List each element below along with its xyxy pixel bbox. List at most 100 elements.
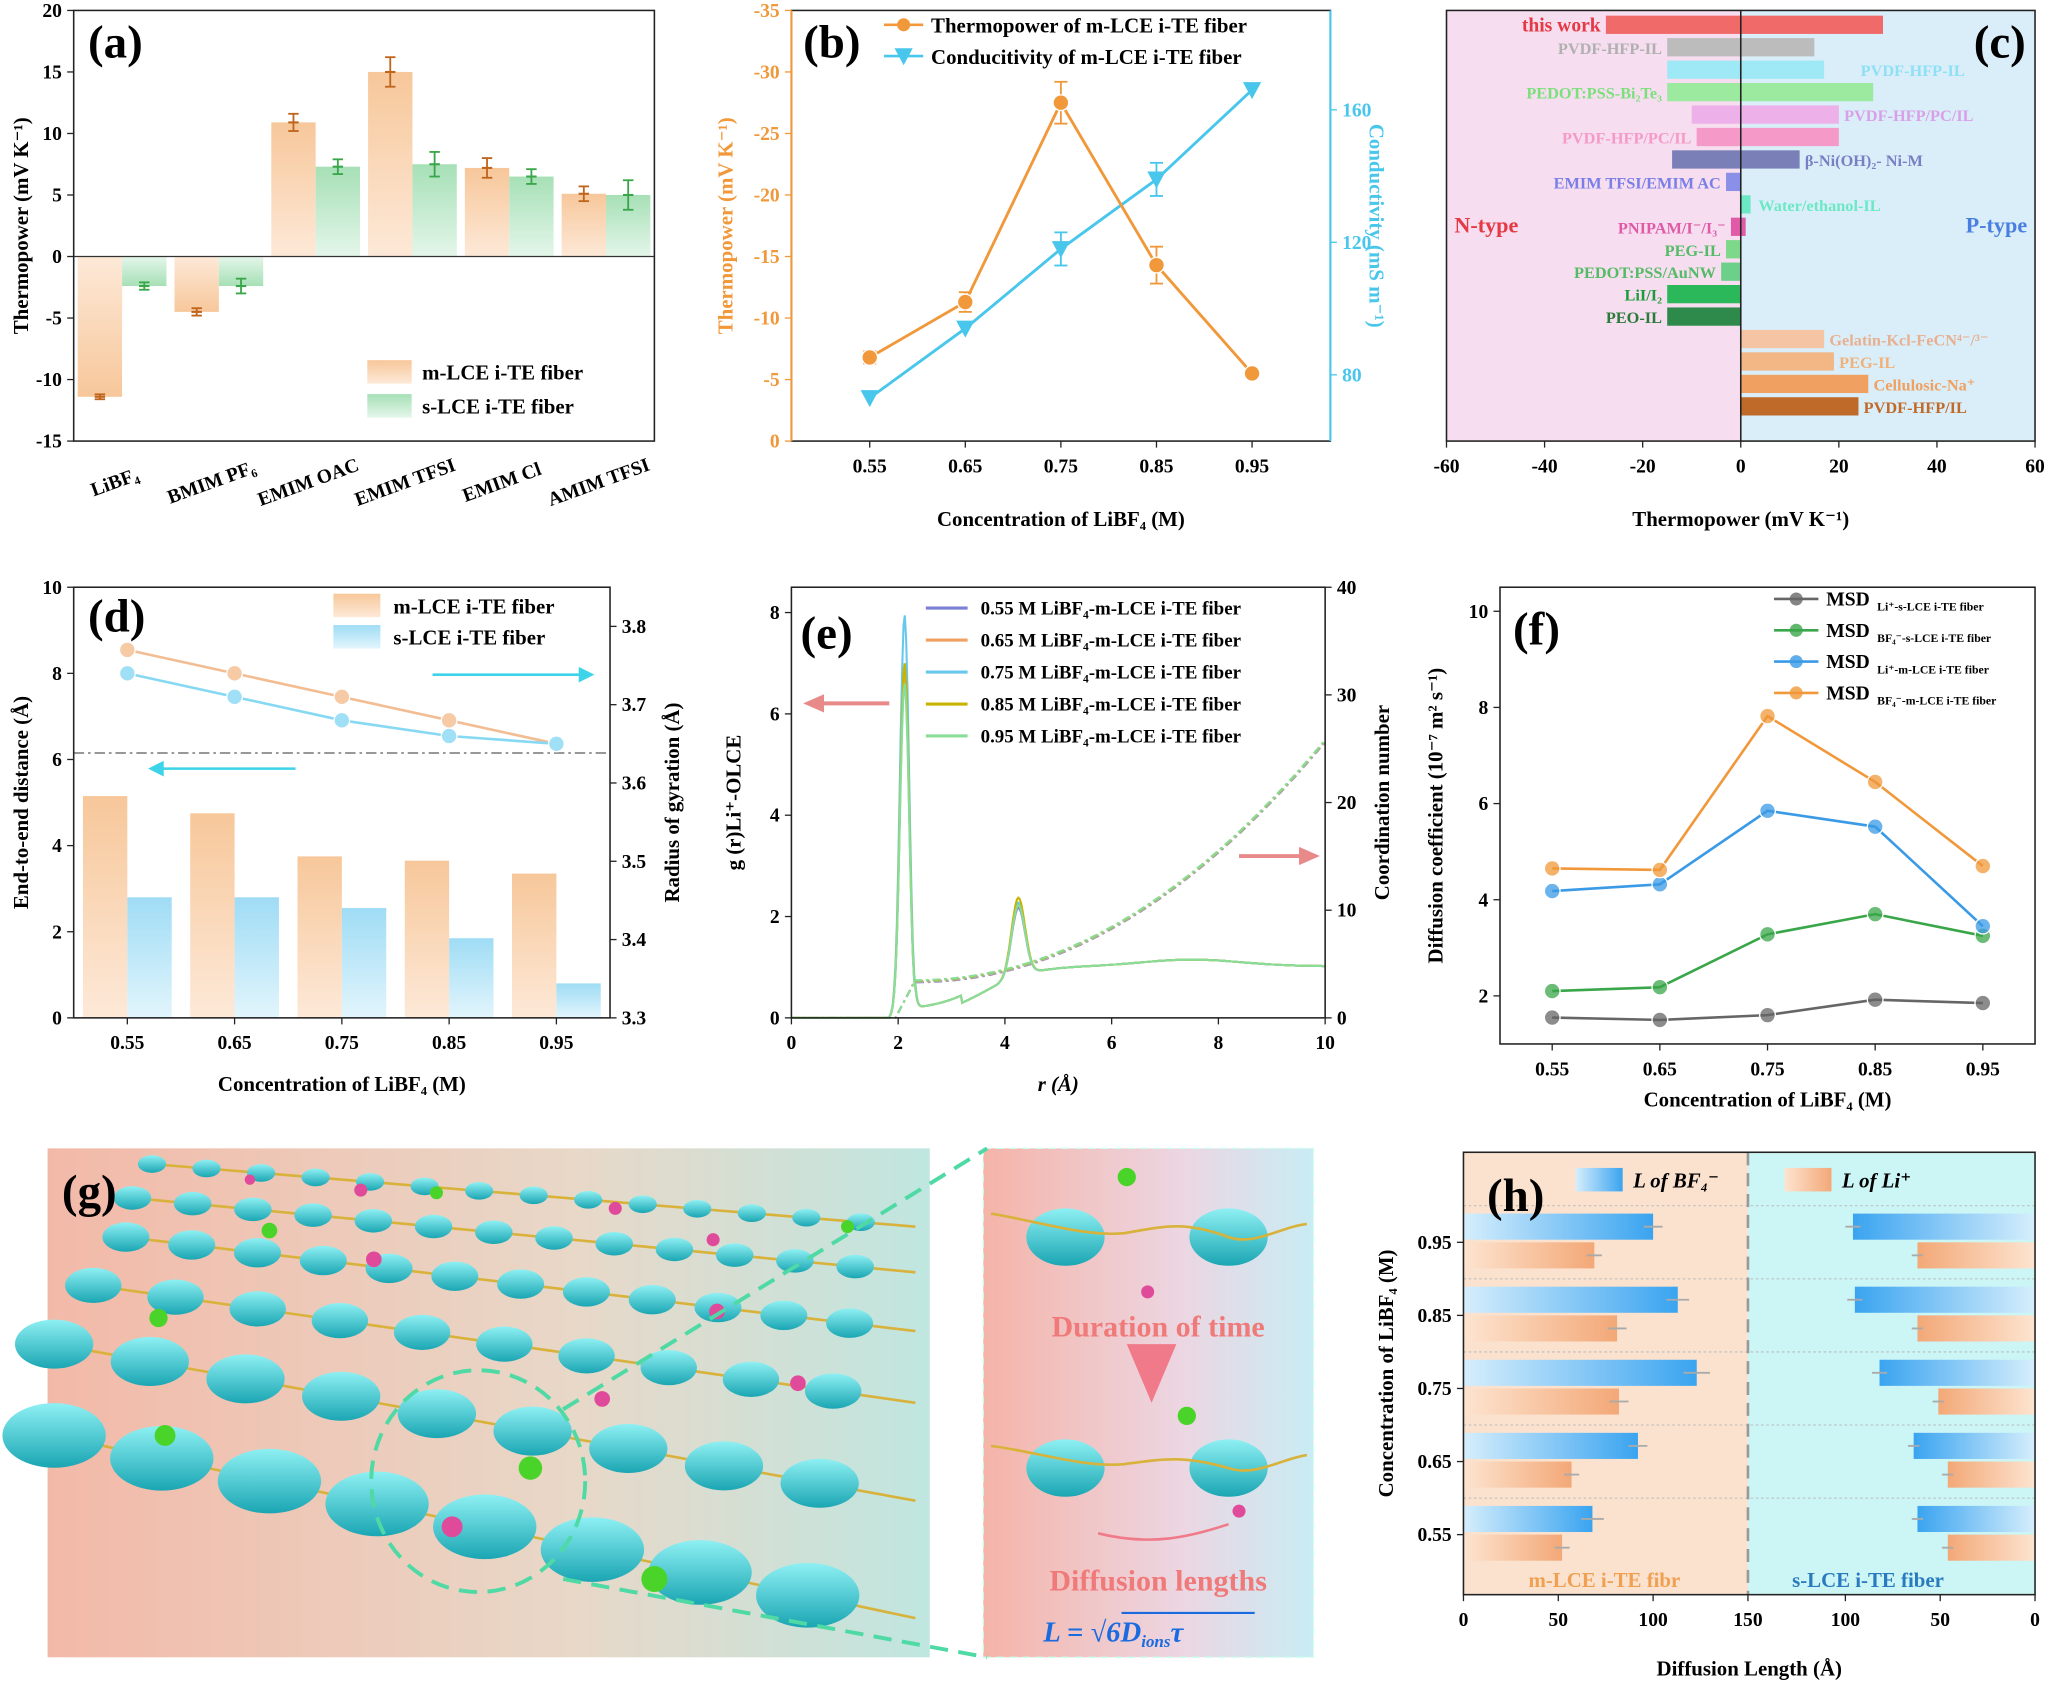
bar-h-m-li-0	[1463, 1242, 1595, 1269]
y2tick-d: 3.5	[622, 852, 647, 873]
legend-label-d-s: s-LCE i-TE fiber	[393, 626, 545, 650]
chain-bead-2-7	[562, 1277, 610, 1307]
ytick-d: 8	[52, 664, 62, 685]
legend-label-f-1: MSD	[1826, 621, 1869, 642]
xtick-h-right: 50	[1930, 1610, 1950, 1631]
panel-label-c: (c)	[1974, 16, 2026, 68]
marker-f-2-4	[1974, 917, 1992, 935]
arrow-d-left-head	[148, 760, 164, 777]
ytick-e: 2	[770, 907, 780, 928]
xtick-f: 0.55	[1535, 1059, 1569, 1080]
zoom-circle	[369, 1368, 588, 1595]
xtick-f: 0.95	[1966, 1059, 2000, 1080]
bar-a-1-0	[122, 256, 167, 287]
arrow-d-right-head	[578, 666, 595, 683]
panel-label-d: (d)	[88, 591, 145, 643]
region-label-h-m: m-LCE i-TE fibr	[1528, 1568, 1680, 1592]
ytick-f: 8	[1478, 698, 1488, 719]
inset-down-arrow	[1126, 1344, 1177, 1403]
chain-bead-1-4	[354, 1209, 393, 1233]
legend-sub-f-0: Li⁺-s-LCE i-TE fiber	[1877, 601, 1984, 614]
y2tick-b: 80	[1342, 365, 1362, 386]
ylabel-f: Diffusion coefficient (10⁻⁷ m² s⁻¹)	[1424, 668, 1448, 964]
chain-bead-2-3	[299, 1245, 347, 1276]
y2label-e: Coordination number	[1370, 705, 1394, 900]
legend-sub-f-2: Li⁺-m-LCE i-TE fiber	[1877, 663, 1989, 676]
chain-bead-2-5	[431, 1261, 479, 1291]
bf4-ion-5	[641, 1565, 668, 1593]
bar-label-c-14: Gelatin-Kcl-FeCN⁴⁻/³⁻	[1829, 331, 1988, 350]
y2tick-e: 0	[1337, 1008, 1347, 1029]
ylabel-d: End-to-end distance (Å)	[9, 696, 33, 909]
chain-bead-4-7	[684, 1441, 764, 1491]
ytick-a: 0	[52, 247, 62, 268]
bar-c-10	[1726, 240, 1741, 259]
ytick-h: 0.55	[1417, 1525, 1451, 1546]
frame-h	[1462, 1151, 2036, 1596]
bar-label-c-0: this work	[1522, 15, 1601, 36]
chain-bead-1-0	[113, 1186, 152, 1210]
panel-label-a: (a)	[88, 16, 143, 68]
li-ion-3	[706, 1233, 720, 1247]
marker-b-cond-2	[1051, 241, 1071, 259]
y2tick-b: 120	[1342, 233, 1372, 254]
marker-f-1-2	[1759, 925, 1777, 943]
ytick-d: 10	[42, 578, 62, 599]
y2label-d: Radius of gyration (Å)	[660, 703, 684, 903]
legend-label-e-4: 0.95 M LiBF₄-m-LCE i-TE fiber	[981, 727, 1241, 748]
ytick-d: 4	[52, 836, 62, 857]
xtick-b: 0.75	[1044, 456, 1078, 477]
bar-label-c-8: Water/ethanol-IL	[1758, 196, 1880, 215]
y2tick-d: 3.7	[622, 695, 647, 716]
marker-d-2-0	[118, 641, 136, 659]
inset-li-path	[1097, 1522, 1229, 1541]
bar-label-c-7: EMIM TFSI/EMIM AC	[1554, 173, 1721, 192]
marker-f-3-3	[1866, 773, 1884, 791]
bar-h-m-bf4-2	[1463, 1359, 1697, 1386]
ytick-a: -5	[46, 309, 63, 330]
marker-d-2-3	[440, 711, 458, 729]
xtick-b: 0.95	[1235, 456, 1269, 477]
ytick-h: 0.85	[1417, 1306, 1451, 1327]
bar-h-s-li-0	[1917, 1242, 2036, 1269]
marker-f-1-3	[1866, 905, 1884, 923]
xtick-h-right: 100	[1831, 1610, 1861, 1631]
bar-c-17	[1740, 397, 1859, 416]
marker-d-2-2	[333, 688, 351, 706]
bar-c-0	[1605, 15, 1883, 34]
bf4-ion-6	[154, 1425, 176, 1446]
ytick-a: 20	[42, 1, 62, 22]
chain-bead-4-8	[780, 1458, 859, 1508]
legend-marker-f-3	[1789, 686, 1803, 700]
marker-f-0-3	[1866, 991, 1884, 1009]
ytick-b: -30	[754, 62, 780, 83]
xtick-b: 0.85	[1139, 456, 1173, 477]
bar-a-1-2	[315, 166, 361, 257]
chain-bead-1-2	[234, 1197, 272, 1222]
chain-bead-5-2	[217, 1448, 322, 1514]
chain-bead-2-8	[628, 1285, 676, 1315]
inset-bf4-bottom	[1177, 1406, 1196, 1426]
xtick-e: 2	[893, 1033, 903, 1054]
chain-bead-4-4	[397, 1389, 477, 1439]
ytick-f: 6	[1478, 794, 1488, 815]
bar-a-0-2	[271, 122, 316, 257]
chain-bead-0-0	[137, 1155, 167, 1173]
bar-c-4	[1691, 105, 1839, 124]
chain-bead-3-0	[65, 1267, 122, 1303]
marker-d-3-2	[333, 711, 351, 729]
chain-bead-0-11	[737, 1204, 766, 1223]
bar-c-9	[1730, 217, 1746, 236]
chain-bead-1-10	[715, 1243, 754, 1267]
xtick-h-left: 50	[1549, 1610, 1569, 1631]
bar-a-0-0	[77, 256, 123, 397]
bar-label-c-16: Cellulosic-Na⁺	[1874, 375, 1976, 394]
marker-f-2-2	[1759, 802, 1777, 820]
bar-a-1-4	[509, 176, 554, 257]
frame-a	[72, 9, 656, 442]
legend-label-f-0: MSD	[1826, 589, 1869, 610]
legend-swatch-h-bf4	[1575, 1167, 1623, 1192]
chain-bead-0-8	[574, 1191, 603, 1209]
chain-bead-3-8	[722, 1361, 780, 1397]
p-type-label: P-type	[1966, 212, 2028, 237]
